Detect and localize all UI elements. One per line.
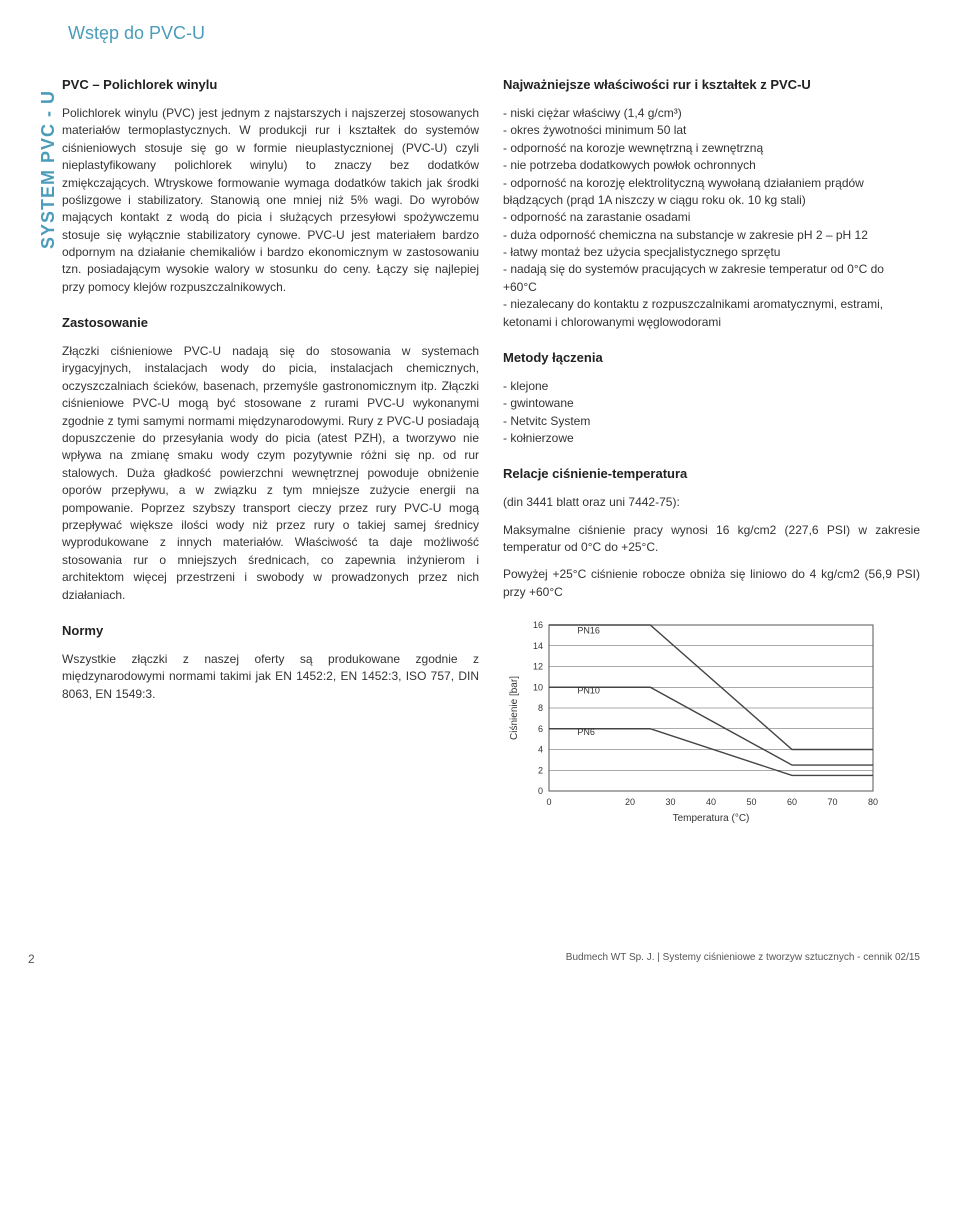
list-item: - gwintowane: [503, 395, 920, 412]
svg-text:20: 20: [625, 797, 635, 807]
properties-list: - niski ciężar właściwy (1,4 g/cm³)- okr…: [503, 105, 920, 331]
list-item: - Netvitc System: [503, 413, 920, 430]
footer: 2 Budmech WT Sp. J. | Systemy ciśnieniow…: [28, 951, 920, 966]
svg-text:40: 40: [706, 797, 716, 807]
svg-text:2: 2: [538, 765, 543, 775]
page: Wstęp do PVC-U SYSTEM PVC - U PVC – Poli…: [0, 0, 960, 985]
list-item: - kołnierzowe: [503, 430, 920, 447]
right-column: Najważniejsze właściwości rur i kształte…: [503, 76, 920, 831]
heading-pvc: PVC – Polichlorek winylu: [62, 76, 479, 95]
columns: PVC – Polichlorek winylu Polichlorek win…: [62, 76, 920, 831]
main-row: SYSTEM PVC - U PVC – Polichlorek winylu …: [28, 76, 920, 831]
svg-text:16: 16: [533, 620, 543, 630]
svg-text:Ciśnienie [bar]: Ciśnienie [bar]: [509, 676, 520, 740]
list-item: - okres żywotności minimum 50 lat: [503, 122, 920, 139]
svg-text:8: 8: [538, 703, 543, 713]
page-number: 2: [28, 951, 35, 968]
pressure-temp-chart: 0 2 4 6 8 10 12 14 16 0 20 30 40 50 60 70 80 PN16 PN10 PN6 T…: [503, 615, 883, 830]
svg-text:PN6: PN6: [577, 727, 595, 737]
svg-text:60: 60: [787, 797, 797, 807]
para-zastosowanie: Złączki ciśnieniowe PVC-U nadają się do …: [62, 343, 479, 604]
list-item: - odporność na korozję elektrolityczną w…: [503, 175, 920, 210]
list-item: - nadają się do systemów pracujących w z…: [503, 261, 920, 296]
list-item: - nie potrzeba dodatkowych powłok ochron…: [503, 157, 920, 174]
svg-text:4: 4: [538, 745, 543, 755]
svg-text:50: 50: [746, 797, 756, 807]
svg-text:0: 0: [538, 786, 543, 796]
list-item: - klejone: [503, 378, 920, 395]
heading-relation: Relacje ciśnienie-temperatura: [503, 465, 920, 484]
list-item: - odporność na zarastanie osadami: [503, 209, 920, 226]
svg-text:12: 12: [533, 662, 543, 672]
svg-text:PN10: PN10: [577, 686, 600, 696]
heading-normy: Normy: [62, 622, 479, 641]
heading-properties: Najważniejsze właściwości rur i kształte…: [503, 76, 920, 95]
list-item: - łatwy montaż bez użycia specjalistyczn…: [503, 244, 920, 261]
side-tab-label: SYSTEM PVC - U: [35, 129, 61, 249]
heading-methods: Metody łączenia: [503, 349, 920, 368]
footer-text: Budmech WT Sp. J. | Systemy ciśnieniowe …: [28, 951, 920, 966]
svg-text:14: 14: [533, 641, 543, 651]
para-relation-c: Powyżej +25°C ciśnienie robocze obniża s…: [503, 566, 920, 601]
list-item: - niezalecany do kontaktu z rozpuszczaln…: [503, 296, 920, 331]
para-relation-b: Maksymalne ciśnienie pracy wynosi 16 kg/…: [503, 522, 920, 557]
svg-text:30: 30: [665, 797, 675, 807]
side-tab: SYSTEM PVC - U: [28, 76, 62, 831]
svg-text:80: 80: [868, 797, 878, 807]
svg-text:6: 6: [538, 724, 543, 734]
chart-svg: 0 2 4 6 8 10 12 14 16 0 20 30 40 50 60 70 80 PN16 PN10 PN6 T…: [503, 615, 883, 825]
svg-text:10: 10: [533, 682, 543, 692]
methods-list: - klejone- gwintowane- Netvitc System- k…: [503, 378, 920, 448]
para-intro: Polichlorek winylu (PVC) jest jednym z n…: [62, 105, 479, 296]
para-relation-a: (din 3441 blatt oraz uni 7442-75):: [503, 494, 920, 511]
list-item: - odporność na korozje wewnętrzną i zewn…: [503, 140, 920, 157]
svg-text:0: 0: [546, 797, 551, 807]
heading-zastosowanie: Zastosowanie: [62, 314, 479, 333]
svg-text:PN16: PN16: [577, 626, 600, 636]
document-title: Wstęp do PVC-U: [28, 20, 920, 46]
list-item: - duża odporność chemiczna na substancje…: [503, 227, 920, 244]
svg-text:70: 70: [827, 797, 837, 807]
para-normy: Wszystkie złączki z naszej oferty są pro…: [62, 651, 479, 703]
left-column: PVC – Polichlorek winylu Polichlorek win…: [62, 76, 479, 831]
list-item: - niski ciężar właściwy (1,4 g/cm³): [503, 105, 920, 122]
svg-text:Temperatura (°C): Temperatura (°C): [673, 813, 750, 824]
